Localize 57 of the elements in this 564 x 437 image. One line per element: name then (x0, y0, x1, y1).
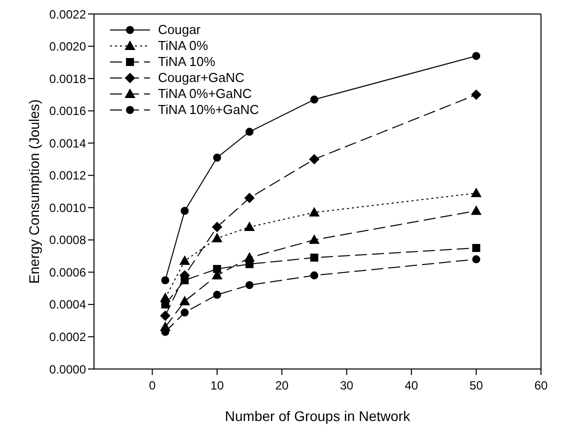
point (213, 290, 222, 299)
legend-label: Cougar+GaNC (158, 70, 244, 86)
x-tick-label: 30 (340, 378, 354, 393)
y-tick-label: 0.0004 (49, 298, 86, 312)
x-tick-label: 0 (148, 378, 156, 393)
y-tick-label: 0.0010 (49, 200, 86, 215)
point (309, 234, 320, 244)
point (310, 271, 318, 280)
point (245, 281, 254, 290)
point (472, 255, 480, 264)
x-tick-label: 20 (275, 378, 289, 393)
x-tick-label: 50 (470, 378, 484, 393)
y-axis-title: Energy Consumption (Joules) (26, 99, 42, 284)
x-axis-title: Number of Groups in Network (224, 408, 412, 424)
point (309, 207, 320, 216)
point (471, 206, 482, 215)
point (471, 188, 482, 198)
point (309, 154, 320, 164)
point (471, 90, 482, 100)
y-tick-label: 0.0016 (49, 104, 86, 118)
point (212, 222, 222, 232)
point (160, 310, 170, 321)
point (212, 233, 222, 242)
x-tick-label: 60 (534, 378, 548, 393)
point (244, 192, 254, 203)
point (180, 296, 190, 306)
point (472, 244, 480, 252)
point (160, 293, 170, 302)
point (161, 276, 170, 284)
y-tick-label: 0.0000 (49, 362, 86, 376)
point (180, 308, 189, 317)
point (180, 256, 190, 265)
point (310, 254, 318, 262)
y-tick-label: 0.0012 (49, 168, 86, 183)
legend-label: TiNA 10%+GaNC (158, 102, 260, 118)
point (180, 206, 189, 215)
legend-label: TiNA 10% (158, 54, 216, 70)
y-tick-label: 0.0002 (49, 330, 86, 344)
y-tick-label: 0.0020 (49, 40, 86, 54)
point (213, 264, 222, 273)
point (160, 322, 170, 332)
legend-label: TiNA 0% (158, 38, 208, 54)
legend-label: TiNA 0%+GaNC (158, 86, 252, 102)
point (213, 154, 222, 162)
y-tick-label: 0.0022 (49, 7, 86, 22)
point (310, 96, 318, 104)
point (244, 222, 254, 231)
point (472, 52, 480, 60)
y-tick-label: 0.0006 (49, 265, 86, 280)
y-tick-label: 0.0018 (49, 72, 86, 86)
legend-label: Cougar (158, 22, 201, 38)
point (180, 276, 189, 284)
x-tick-label: 10 (210, 378, 224, 393)
y-tick-label: 0.0014 (49, 136, 86, 150)
y-tick-label: 0.0008 (49, 233, 86, 248)
x-tick-label: 40 (404, 378, 418, 393)
point (245, 128, 254, 136)
